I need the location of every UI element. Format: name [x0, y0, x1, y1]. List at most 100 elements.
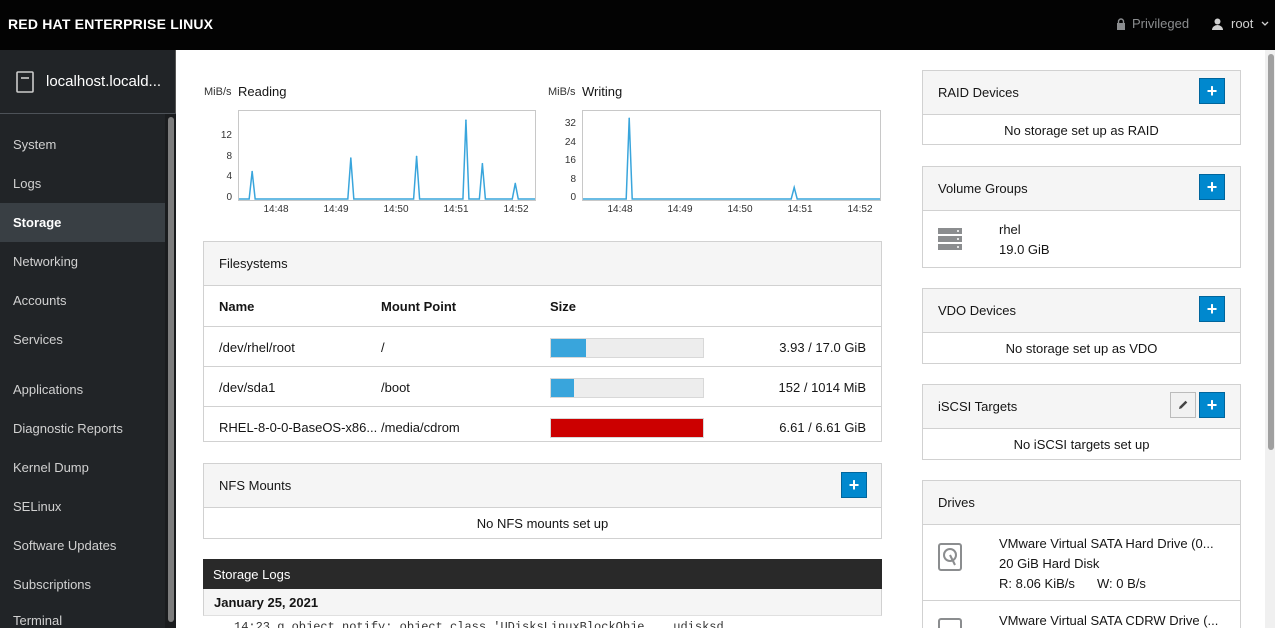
volume-groups-title: Volume Groups: [923, 167, 1240, 211]
spike-point: [415, 155, 418, 158]
drive-name: VMware Virtual SATA CDRW Drive (...: [999, 613, 1219, 628]
y-tick-label: 8: [570, 173, 576, 185]
privileged-toggle[interactable]: Privileged: [1116, 16, 1189, 31]
fs-name: RHEL-8-0-0-BaseOS-x86...: [219, 419, 378, 435]
fs-usage-bar: [550, 338, 704, 358]
top-bar: RED HAT ENTERPRISE LINUX Privileged root: [0, 0, 1275, 50]
volume-group-icon: [938, 228, 962, 250]
col-size: Size: [550, 298, 577, 314]
x-tick-label: 14:49: [667, 204, 693, 215]
x-tick-label: 14:51: [787, 204, 813, 215]
x-tick-label: 14:50: [727, 204, 753, 215]
y-tick-label: 12: [220, 129, 232, 141]
add-iscsi-button[interactable]: +: [1199, 392, 1225, 418]
spike-point: [251, 170, 253, 173]
filesystem-row[interactable]: /dev/sda1/boot 152 / 1014 MiB: [204, 366, 881, 406]
add-vdo-button[interactable]: +: [1199, 296, 1225, 322]
x-tick-label: 14:48: [263, 204, 289, 215]
filesystem-row[interactable]: RHEL-8-0-0-BaseOS-x86.../media/cdrom 6.61…: [204, 406, 881, 446]
privileged-label: Privileged: [1132, 16, 1190, 31]
drive-type: 20 GiB Hard Disk: [999, 556, 1100, 571]
sidebar: localhost.locald... System Logs Storage Net…: [0, 50, 176, 628]
y-tick-label: 24: [564, 136, 576, 148]
writing-chart-svg: [583, 117, 880, 200]
col-name: Name: [219, 298, 255, 314]
spike-point: [514, 182, 517, 185]
spike-point: [628, 117, 630, 120]
chevron-down-icon: [1261, 21, 1269, 26]
nfs-title: NFS Mounts: [204, 464, 881, 508]
host-switcher[interactable]: localhost.locald...: [0, 50, 176, 114]
sidebar-item-selinux[interactable]: SELinux: [13, 499, 62, 514]
volume-group-name: rhel: [999, 222, 1021, 237]
add-nfs-button[interactable]: +: [841, 472, 867, 498]
storage-logs-date: January 25, 2021: [203, 589, 882, 616]
spike-point: [465, 119, 467, 121]
volume-group-item[interactable]: rhel 19.0 GiB: [923, 211, 1240, 267]
user-name: root: [1231, 16, 1254, 31]
storage-logs-title: Storage Logs: [203, 559, 882, 589]
hard-disk-icon: [938, 543, 962, 571]
fs-mount: /: [381, 339, 385, 355]
reading-chart-svg: [239, 119, 535, 200]
lock-icon: [1117, 17, 1125, 30]
drive-item[interactable]: VMware Virtual SATA CDRW Drive (...: [923, 602, 1240, 628]
spike-point: [793, 186, 795, 189]
fs-usage-text: 152 / 1014 MiB: [778, 379, 866, 395]
add-raid-button[interactable]: +: [1199, 78, 1225, 104]
add-volume-group-button[interactable]: +: [1199, 174, 1225, 200]
main-scroll-thumb[interactable]: [1268, 54, 1274, 450]
sidebar-item-kernel-dump[interactable]: Kernel Dump: [13, 460, 89, 475]
sidebar-item-logs[interactable]: Logs: [13, 176, 42, 191]
user-icon: [1212, 18, 1223, 30]
sidebar-item-diagnostic-reports[interactable]: Diagnostic Reports: [13, 421, 123, 436]
vdo-empty: No storage set up as VDO: [1005, 341, 1158, 356]
storage-log-entry[interactable]: 14:23 g_object_notify: object class 'UDi…: [234, 620, 724, 628]
sidebar-item-terminal[interactable]: Terminal: [13, 613, 63, 628]
iscsi-panel: iSCSI Targets + No iSCSI targets set up: [922, 384, 1241, 460]
col-mount: Mount Point: [381, 298, 457, 314]
fs-usage-text: 3.93 / 17.0 GiB: [779, 339, 866, 355]
brand-title: RED HAT ENTERPRISE LINUX: [8, 16, 214, 32]
y-tick-label: 8: [226, 150, 232, 162]
sidebar-scroll-thumb[interactable]: [168, 117, 174, 622]
x-tick-label: 14:52: [503, 204, 529, 215]
drive-read: R: 8.06 KiB/s: [999, 576, 1075, 591]
reading-chart: [238, 110, 536, 201]
volume-groups-panel: Volume Groups + rhel 19.0 GiB: [922, 166, 1241, 268]
drive-item[interactable]: VMware Virtual SATA Hard Drive (0... 20 …: [923, 525, 1240, 601]
nfs-panel: NFS Mounts + No NFS mounts set up: [203, 463, 882, 539]
x-tick-label: 14:49: [323, 204, 349, 215]
reading-title: Reading: [238, 84, 287, 99]
series-line: [239, 120, 535, 200]
drives-title: Drives: [923, 481, 1240, 525]
sidebar-item-subscriptions[interactable]: Subscriptions: [13, 577, 92, 592]
y-tick-label: 4: [226, 171, 232, 183]
pencil-icon: [1179, 400, 1188, 409]
host-name: localhost.locald...: [46, 73, 162, 90]
sidebar-item-services[interactable]: Services: [13, 332, 63, 347]
reading-unit: MiB/s: [204, 86, 232, 98]
raid-title: RAID Devices: [923, 71, 1240, 115]
fs-usage-fill: [551, 419, 703, 437]
edit-iscsi-button[interactable]: [1170, 392, 1196, 418]
vdo-panel: VDO Devices + No storage set up as VDO: [922, 288, 1241, 364]
y-tick-label: 32: [564, 118, 576, 130]
raid-panel: RAID Devices + No storage set up as RAID: [922, 70, 1241, 145]
sidebar-item-accounts[interactable]: Accounts: [13, 293, 67, 308]
spike-point: [481, 162, 484, 165]
writing-unit: MiB/s: [548, 86, 576, 98]
fs-usage-fill: [551, 379, 574, 397]
fs-mount: /boot: [381, 379, 410, 395]
drive-name: VMware Virtual SATA Hard Drive (0...: [999, 536, 1214, 551]
filesystem-row[interactable]: /dev/rhel/root / 3.93 / 17.0 GiB: [204, 326, 881, 366]
user-menu[interactable]: root: [1212, 16, 1269, 31]
sidebar-item-networking[interactable]: Networking: [13, 254, 79, 269]
writing-title: Writing: [582, 84, 623, 99]
sidebar-item-applications[interactable]: Applications: [13, 382, 84, 397]
fs-name: /dev/rhel/root: [219, 339, 295, 355]
sidebar-item-software-updates[interactable]: Software Updates: [13, 538, 117, 553]
sidebar-item-storage[interactable]: Storage: [0, 203, 165, 242]
filesystems-title: Filesystems: [204, 242, 881, 286]
sidebar-item-system[interactable]: System: [13, 137, 57, 152]
